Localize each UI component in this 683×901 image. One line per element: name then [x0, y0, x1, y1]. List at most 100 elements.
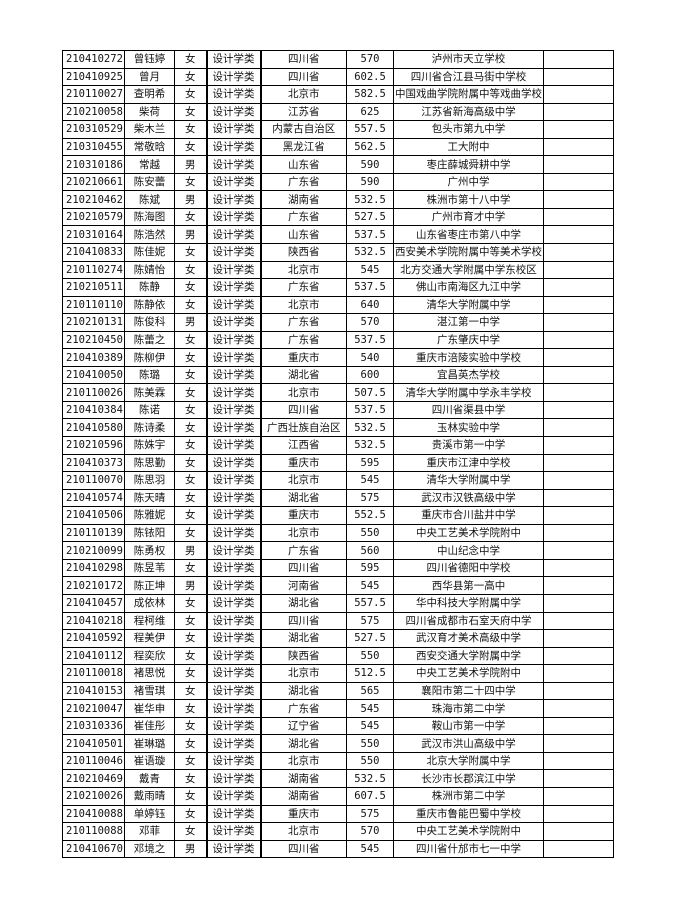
score-cell: 550 — [346, 751, 394, 771]
empty-cell — [543, 102, 614, 122]
gender-cell: 女 — [174, 629, 208, 648]
student-name-cell: 陈诗柔 — [124, 418, 175, 438]
gender-cell: 女 — [174, 67, 208, 87]
province-cell: 广西壮族自治区 — [260, 418, 347, 438]
table-row: 210410574 陈天晴女设计学类 湖北省 575 武汉市汉铁高级中学 — [62, 488, 614, 508]
empty-cell — [543, 576, 614, 595]
exam-id-cell: 210410218 — [62, 611, 125, 631]
gender-cell: 女 — [174, 50, 208, 69]
exam-id-cell: 210210661 — [62, 172, 125, 192]
student-name-cell: 陈思勤 — [124, 453, 175, 473]
gender-cell: 女 — [174, 365, 208, 385]
gender-cell: 女 — [174, 102, 208, 122]
empty-cell — [543, 629, 614, 648]
score-cell: 527.5 — [346, 207, 394, 227]
high-school-cell: 西安交通大学附属中学 — [393, 646, 544, 666]
student-name-cell: 崔琳璐 — [124, 734, 175, 753]
table-row: 210210047 崔华申女设计学类 广东省 545 珠海市第二中学 — [62, 699, 614, 718]
gender-cell: 女 — [174, 769, 208, 788]
student-name-cell: 单婷钰 — [124, 804, 175, 824]
province-cell: 北京市 — [260, 471, 347, 490]
major-category-cell: 设计学类 — [206, 295, 262, 315]
empty-cell — [543, 278, 614, 297]
exam-id-cell: 210310164 — [62, 225, 125, 245]
exam-id-cell: 210310336 — [62, 716, 125, 736]
score-cell: 512.5 — [346, 664, 394, 683]
exam-id-cell: 210410457 — [62, 593, 125, 613]
major-category-cell: 设计学类 — [206, 400, 262, 420]
major-category-cell: 设计学类 — [206, 348, 262, 367]
gender-cell: 女 — [174, 488, 208, 508]
empty-cell — [543, 313, 614, 332]
exam-id-cell: 210410384 — [62, 400, 125, 420]
table-row: 210410088 单婷钰女设计学类 重庆市 575 重庆市鲁能巴蜀中学校 — [62, 804, 614, 824]
high-school-cell: 广州中学 — [393, 172, 544, 192]
exam-id-cell: 210210058 — [62, 102, 125, 122]
exam-id-cell: 210210047 — [62, 699, 125, 718]
score-cell: 532.5 — [346, 769, 394, 788]
table-row: 210110110 陈静依女设计学类 北京市 640 清华大学附属中学 — [62, 295, 614, 315]
province-cell: 湖北省 — [260, 488, 347, 508]
empty-cell — [543, 137, 614, 157]
major-category-cell: 设计学类 — [206, 646, 262, 666]
student-name-cell: 程美伊 — [124, 629, 175, 648]
table-row: 210410457 成依林女设计学类 湖北省 557.5 华中科技大学附属中学 — [62, 593, 614, 613]
province-cell: 北京市 — [260, 664, 347, 683]
empty-cell — [543, 734, 614, 753]
empty-cell — [543, 120, 614, 139]
province-cell: 湖北省 — [260, 593, 347, 613]
empty-cell — [543, 593, 614, 613]
exam-id-cell: 210110027 — [62, 85, 125, 104]
gender-cell: 男 — [174, 155, 208, 174]
score-cell: 595 — [346, 453, 394, 473]
table-row: 210110088 邓菲女设计学类 北京市 570 中央工艺美术学院附中 — [62, 822, 614, 841]
empty-cell — [543, 716, 614, 736]
province-cell: 广东省 — [260, 207, 347, 227]
table-row: 210410592 程美伊女设计学类 湖北省 527.5 武汉育才美术高级中学 — [62, 629, 614, 648]
province-cell: 湖南省 — [260, 190, 347, 209]
exam-id-cell: 210110088 — [62, 822, 125, 841]
student-name-cell: 程奕欣 — [124, 646, 175, 666]
high-school-cell: 湛江第一中学 — [393, 313, 544, 332]
table-row: 210410833 陈佳妮女设计学类 陕西省 532.5 西安美术学院附属中等美术学校 — [62, 243, 614, 262]
table-row: 210210511 陈静女设计学类 广东省 537.5 佛山市南海区九江中学 — [62, 278, 614, 297]
table-row: 210210026 戴雨晴女设计学类 湖南省 607.5 株洲市第二中学 — [62, 786, 614, 806]
high-school-cell: 珠海市第二中学 — [393, 699, 544, 718]
major-category-cell: 设计学类 — [206, 50, 262, 69]
empty-cell — [543, 348, 614, 367]
province-cell: 黑龙江省 — [260, 137, 347, 157]
empty-cell — [543, 471, 614, 490]
province-cell: 江苏省 — [260, 102, 347, 122]
gender-cell: 女 — [174, 172, 208, 192]
province-cell: 广东省 — [260, 699, 347, 718]
table-row: 210410373 陈思勤女设计学类 重庆市 595 重庆市江津中学校 — [62, 453, 614, 473]
high-school-cell: 四川省成都市石室天府中学 — [393, 611, 544, 631]
student-name-cell: 戴青 — [124, 769, 175, 788]
province-cell: 湖北省 — [260, 734, 347, 753]
province-cell: 陕西省 — [260, 646, 347, 666]
major-category-cell: 设计学类 — [206, 85, 262, 104]
table-row: 210410925 曾月女设计学类 四川省 602.5 四川省合江县马街中学校 — [62, 67, 614, 87]
major-category-cell: 设计学类 — [206, 593, 262, 613]
high-school-cell: 包头市第九中学 — [393, 120, 544, 139]
major-category-cell: 设计学类 — [206, 436, 262, 455]
empty-cell — [543, 506, 614, 525]
student-name-cell: 陈铱阳 — [124, 523, 175, 543]
table-row: 210310529 柴木兰女设计学类 内蒙古自治区 557.5 包头市第九中学 — [62, 120, 614, 139]
gender-cell: 女 — [174, 593, 208, 613]
high-school-cell: 佛山市南海区九江中学 — [393, 278, 544, 297]
score-cell: 527.5 — [346, 629, 394, 648]
score-cell: 590 — [346, 172, 394, 192]
province-cell: 重庆市 — [260, 348, 347, 367]
student-name-cell: 陈思羽 — [124, 471, 175, 490]
student-name-cell: 陈正坤 — [124, 576, 175, 595]
exam-id-cell: 210410050 — [62, 365, 125, 385]
score-cell: 537.5 — [346, 278, 394, 297]
exam-id-cell: 210210579 — [62, 207, 125, 227]
table-row: 210210661 陈安蕾女设计学类 广东省 590 广州中学 — [62, 172, 614, 192]
score-cell: 545 — [346, 576, 394, 595]
gender-cell: 男 — [174, 190, 208, 209]
empty-cell — [543, 699, 614, 718]
score-cell: 557.5 — [346, 593, 394, 613]
exam-id-cell: 210210450 — [62, 330, 125, 350]
